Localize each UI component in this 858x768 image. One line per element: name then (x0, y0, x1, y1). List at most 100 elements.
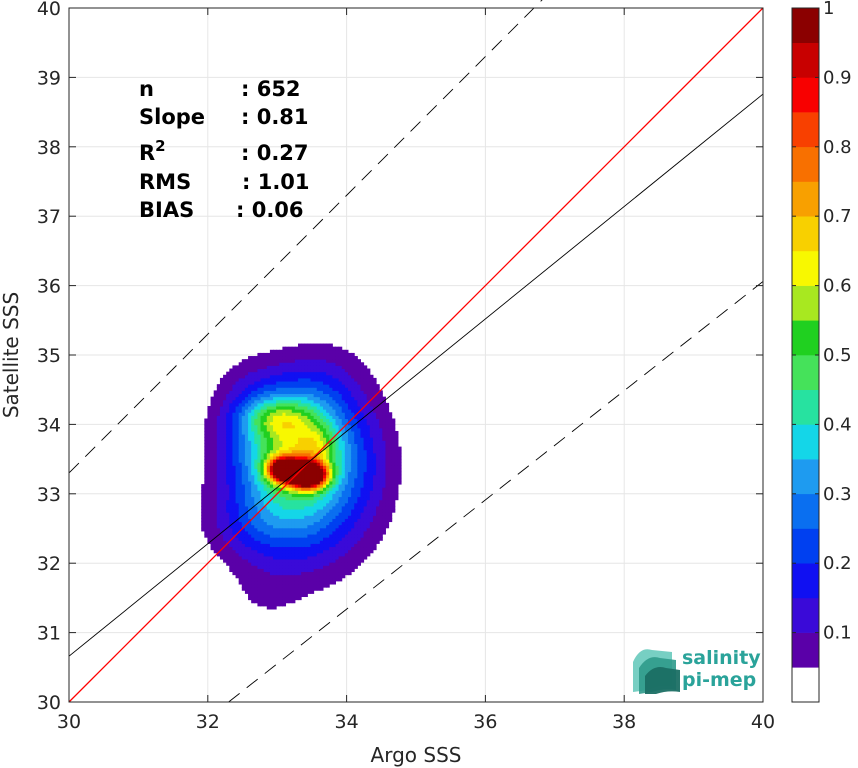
density-cell (257, 515, 262, 519)
density-cell (251, 546, 255, 551)
density-cell (382, 446, 386, 451)
density-cell (238, 518, 243, 523)
density-cell (226, 396, 230, 401)
density-cell (263, 534, 268, 538)
density-cell (273, 465, 277, 469)
density-cell (341, 349, 346, 354)
density-cell (341, 565, 346, 569)
density-cell (369, 505, 374, 510)
density-cell (307, 409, 312, 413)
density-cell (229, 374, 233, 379)
density-cell (360, 465, 365, 469)
density-cell (313, 530, 318, 535)
stat-label: n (139, 77, 154, 101)
density-cell (366, 402, 371, 407)
density-cell (285, 521, 290, 526)
colorbar-swatch (792, 320, 819, 356)
density-cell (307, 421, 312, 426)
density-cell (323, 502, 327, 507)
density-cell (254, 540, 258, 544)
density-cell (319, 552, 324, 557)
density-cell (251, 524, 255, 529)
density-cell (210, 530, 215, 535)
density-cell (323, 418, 327, 423)
density-cell (307, 362, 312, 366)
density-cell (232, 427, 237, 432)
density-cell (204, 437, 208, 441)
density-cell (257, 571, 262, 576)
density-cell (254, 409, 258, 413)
density-cell (229, 399, 233, 404)
density-cell (304, 562, 308, 566)
density-cell (376, 387, 380, 391)
density-cell (248, 552, 252, 557)
density-cell (338, 546, 343, 551)
density-cell (219, 493, 224, 498)
density-cell (354, 562, 358, 566)
density-cell (323, 571, 327, 576)
density-cell (332, 502, 336, 507)
density-cell (251, 543, 255, 548)
density-cell (301, 437, 305, 441)
density-cell (288, 440, 293, 444)
density-cell (244, 371, 249, 376)
density-cell (251, 477, 255, 482)
density-cell (276, 546, 280, 551)
density-cell (285, 534, 290, 538)
density-cell (313, 574, 318, 579)
density-cell (347, 552, 352, 557)
density-cell (210, 437, 215, 441)
density-cell (291, 502, 296, 507)
density-cell (285, 384, 290, 388)
density-cell (235, 415, 240, 420)
density-cell (238, 537, 243, 541)
density-cell (323, 352, 327, 357)
density-cell (257, 468, 262, 473)
density-cell (326, 515, 330, 519)
density-cell (244, 415, 249, 420)
density-cell (226, 477, 230, 482)
density-cell (226, 487, 230, 491)
density-cell (244, 543, 249, 548)
density-cell (291, 477, 296, 482)
density-cell (276, 443, 280, 448)
density-cell (285, 574, 290, 579)
density-cell (347, 537, 352, 541)
density-cell (394, 490, 399, 494)
density-cell (313, 543, 318, 548)
density-cell (229, 496, 233, 501)
density-cell (385, 502, 390, 507)
density-cell (313, 396, 318, 401)
density-cell (210, 415, 215, 420)
density-cell (391, 434, 396, 438)
density-cell (344, 515, 349, 519)
density-cell (244, 455, 249, 460)
density-cell (323, 477, 327, 482)
density-cell (279, 440, 283, 444)
density-cell (241, 390, 246, 395)
density-cell (254, 465, 258, 469)
density-cell (291, 434, 296, 438)
density-cell (360, 434, 365, 438)
density-cell (323, 534, 327, 538)
density-cell (354, 462, 358, 466)
density-cell (285, 509, 290, 513)
density-cell (241, 587, 246, 591)
density-cell (279, 409, 283, 413)
density-cell (285, 427, 290, 432)
density-cell (269, 577, 274, 582)
density-cell (363, 371, 368, 376)
density-cell (338, 459, 343, 463)
density-cell (323, 462, 327, 466)
density-cell (379, 502, 383, 507)
density-cell (363, 555, 368, 560)
density-cell (332, 430, 336, 435)
density-cell (397, 480, 402, 485)
density-cell (223, 540, 227, 544)
density-cell (344, 430, 349, 435)
density-cell (279, 430, 283, 435)
density-cell (288, 593, 293, 598)
density-cell (254, 356, 258, 360)
density-cell (301, 412, 305, 416)
density-cell (273, 437, 277, 441)
